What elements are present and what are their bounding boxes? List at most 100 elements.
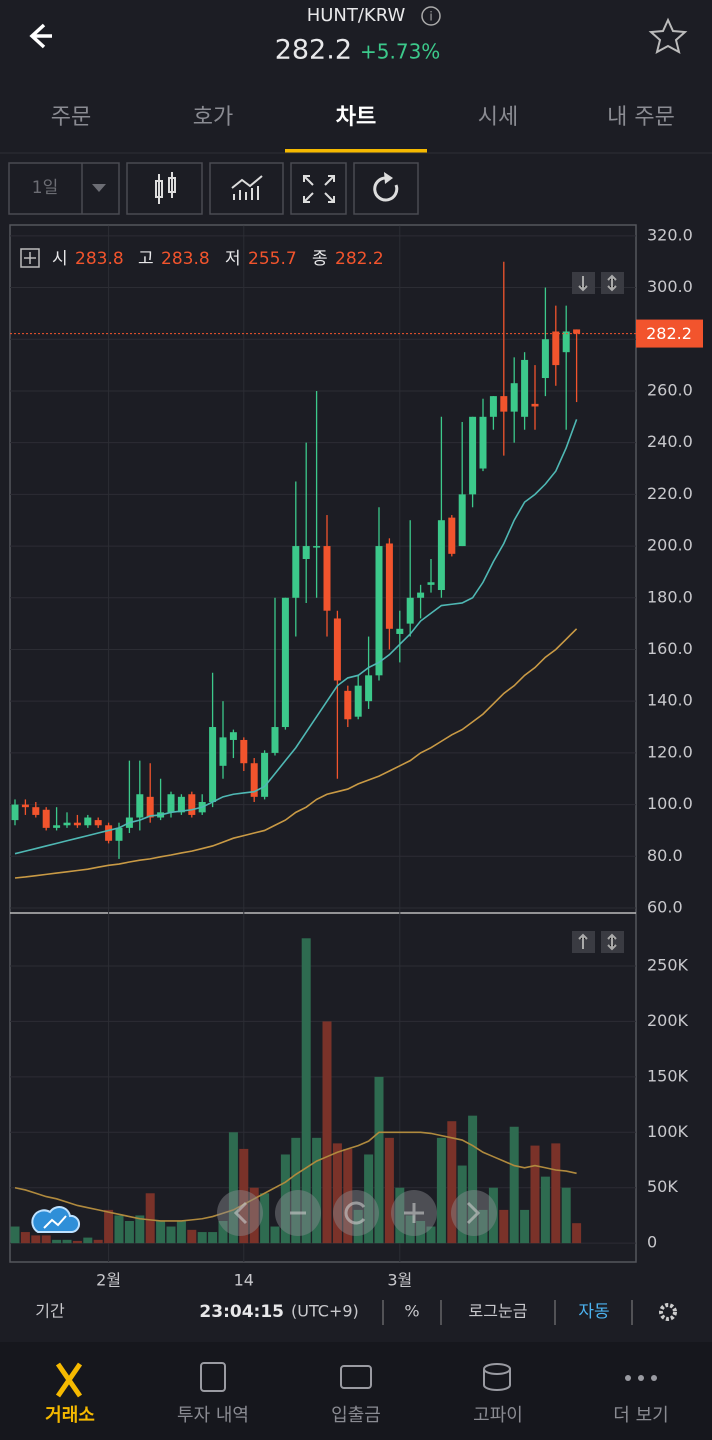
dropdown-arrow [92, 184, 106, 192]
candle-body [209, 727, 217, 803]
volume-bar [10, 1226, 20, 1244]
nav-item[interactable]: 투자 내역 [177, 1405, 249, 1426]
candle-body [573, 329, 581, 334]
candle-body [84, 817, 92, 826]
percent-toggle[interactable]: % [404, 1302, 419, 1321]
y-tick-label: 320.0 [647, 225, 693, 244]
candle-body [354, 685, 362, 717]
volume-bar [551, 1143, 561, 1244]
back-button[interactable] [29, 23, 52, 49]
candle-body [136, 794, 144, 818]
last-price-tag [636, 319, 703, 348]
volume-bar [353, 1209, 363, 1244]
candle-body [448, 517, 456, 554]
volume-bar [416, 1220, 426, 1244]
volume-bar [405, 1215, 415, 1244]
cloud-icon[interactable] [31, 1206, 81, 1233]
y-tick-label: 60.0 [647, 898, 683, 917]
volume-bar [104, 1209, 114, 1244]
y-tick-label: 220.0 [647, 484, 693, 503]
refresh-arrow [384, 172, 393, 184]
legend-toggle[interactable] [20, 248, 40, 268]
volume-bar [208, 1232, 218, 1244]
candle-body [469, 416, 477, 495]
tab-active[interactable]: 차트 [336, 105, 376, 130]
nav-item[interactable]: 고파이 [473, 1405, 523, 1426]
price: 282.2 [275, 35, 352, 66]
candle-body [302, 546, 310, 559]
legend-value: 283.8 [161, 249, 210, 269]
timezone: (UTC+9) [291, 1302, 359, 1321]
y-tick-label: 120.0 [647, 742, 693, 761]
candle-body [146, 796, 154, 818]
period-select[interactable] [8, 162, 120, 215]
tab[interactable]: 주문 [51, 105, 91, 130]
candle-body [531, 403, 539, 407]
indicator-button[interactable] [209, 162, 284, 215]
volume-bar [176, 1220, 186, 1244]
candle-body [94, 820, 102, 826]
candle-body [167, 794, 175, 813]
volume-bar [260, 1193, 270, 1244]
legend-label: 저 [225, 249, 241, 269]
y-tick-label: 200.0 [647, 536, 693, 555]
volume-bar [457, 1165, 467, 1244]
volume-bar [509, 1126, 519, 1244]
y-tick-label: 50K [647, 1177, 678, 1196]
candle-body [417, 592, 425, 598]
volume-bar [426, 1226, 436, 1244]
volume-bar [280, 1154, 290, 1244]
legend-label: 시 [52, 249, 68, 269]
tab[interactable]: 시세 [478, 105, 518, 130]
info-icon[interactable] [421, 6, 441, 26]
auto-toggle[interactable]: 자동 [578, 1302, 609, 1322]
candle-icon [155, 172, 176, 204]
last-price-label: 282.2 [646, 324, 692, 343]
tab[interactable]: 호가 [193, 105, 233, 130]
tab[interactable]: 내 주문 [607, 105, 675, 130]
candle-body [250, 763, 258, 797]
plus-glyph [24, 252, 36, 264]
y-tick-label: 100.0 [647, 794, 693, 813]
volume-bar [499, 1209, 509, 1244]
tab-indicator [285, 149, 427, 153]
volume-bar [156, 1220, 166, 1244]
nav-item-active[interactable]: 거래소 [45, 1405, 95, 1426]
volume-bar [322, 1021, 332, 1244]
chart-frame [9, 224, 637, 1263]
nav-item[interactable]: 입출금 [331, 1405, 381, 1426]
volume-bar [270, 1226, 280, 1244]
volume-bar [114, 1215, 124, 1244]
scale-glyphs [578, 274, 617, 951]
volume-bar [572, 1223, 582, 1244]
favorite-star[interactable] [648, 17, 688, 54]
pair-title: HUNT/KRW [307, 5, 406, 26]
candle-body [105, 825, 113, 841]
candle-body [240, 739, 248, 764]
volume-bar [301, 938, 311, 1244]
volume-bar [395, 1187, 405, 1244]
candle-body [458, 494, 466, 547]
volume-bar [468, 1115, 478, 1244]
candle-body [333, 618, 341, 681]
candle-button[interactable] [126, 162, 203, 215]
candle-body [32, 807, 40, 815]
settings-icon[interactable] [659, 1303, 677, 1321]
volume-bar [374, 1076, 384, 1244]
refresh-button[interactable] [353, 162, 419, 215]
candle-body [365, 675, 373, 702]
fullscreen-button[interactable] [290, 162, 347, 215]
volume-bar [530, 1145, 540, 1244]
y-tick-label: 80.0 [647, 846, 683, 865]
y-tick-label: 150K [647, 1066, 689, 1085]
volume-bar [72, 1240, 82, 1244]
log-toggle[interactable]: 로그눈금 [469, 1302, 528, 1321]
volume-bar [436, 1137, 446, 1244]
volume-bar [364, 1154, 374, 1244]
candle-body [541, 339, 549, 379]
candle-body [437, 520, 445, 591]
volume-bar [249, 1187, 259, 1244]
nav-item[interactable]: 더 보기 [613, 1405, 668, 1426]
candle-body [427, 582, 435, 585]
